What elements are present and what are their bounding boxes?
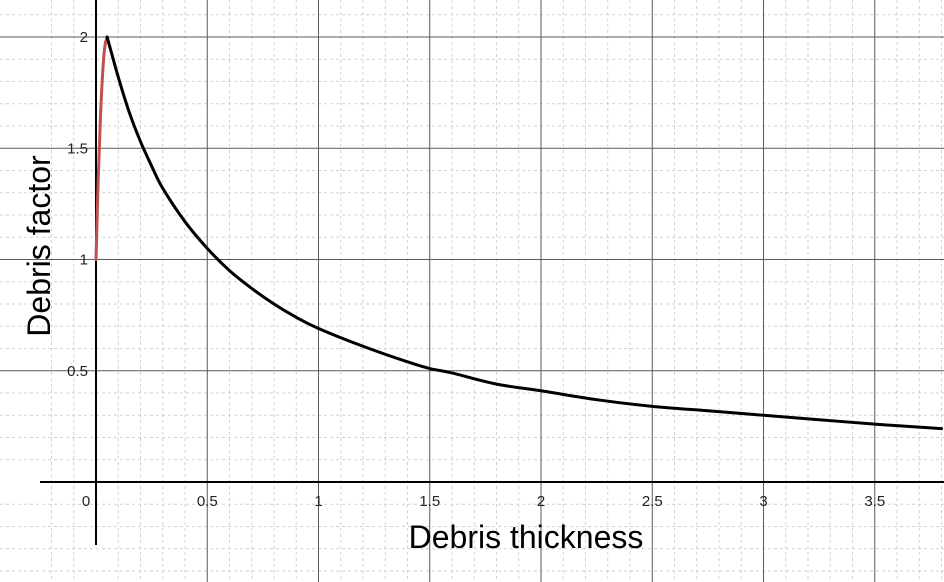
x-tick-label: 0 — [82, 493, 90, 510]
x-tick-label: 2.5 — [642, 493, 663, 510]
axes — [40, 0, 944, 545]
y-tick-label: 1.5 — [67, 140, 88, 157]
tick-labels: 0 0.5 1 1.5 2 2.5 3 3.5 0.5 1 1.5 2 — [67, 29, 885, 510]
x-tick-label: 1.5 — [419, 493, 440, 510]
x-tick-label: 0.5 — [197, 493, 218, 510]
y-tick-label: 1 — [80, 252, 88, 269]
x-tick-label: 3.5 — [864, 493, 885, 510]
x-tick-label: 1 — [314, 493, 322, 510]
y-tick-label: 2 — [80, 29, 88, 46]
series-line-decaying — [105, 35, 943, 431]
x-tick-label: 2 — [537, 493, 545, 510]
y-axis-title: Debris factor — [21, 155, 57, 337]
y-tick-label: 0.5 — [67, 363, 88, 380]
x-tick-label: 3 — [759, 493, 767, 510]
series-line-rising — [94, 35, 109, 261]
series-group — [94, 35, 943, 431]
x-axis-title: Debris thickness — [409, 519, 644, 555]
